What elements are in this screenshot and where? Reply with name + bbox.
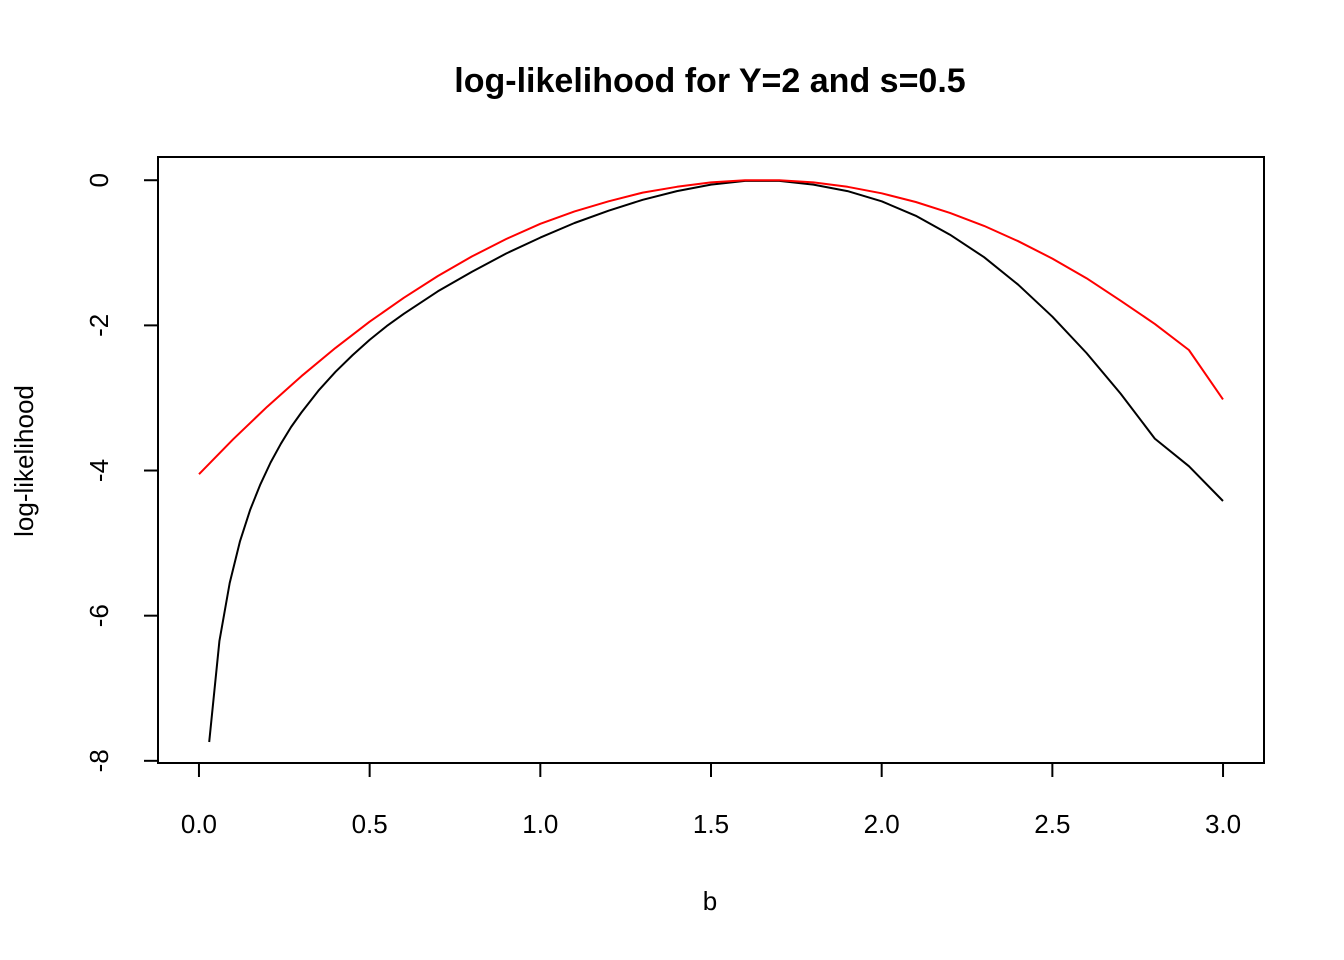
x-tick-label: 1.0 xyxy=(522,809,558,839)
y-tick-label: 0 xyxy=(84,173,114,187)
x-tick-label: 0.0 xyxy=(181,809,217,839)
x-tick-label: 2.5 xyxy=(1034,809,1070,839)
x-axis-label: b xyxy=(703,886,717,916)
y-tick-label: -4 xyxy=(84,459,114,482)
series-line-1 xyxy=(208,179,1224,743)
series-line-2 xyxy=(198,179,1224,475)
chart-title: log-likelihood for Y=2 and s=0.5 xyxy=(454,62,965,100)
x-tick-label: 2.0 xyxy=(864,809,900,839)
x-tick-label: 0.5 xyxy=(352,809,388,839)
plot-frame xyxy=(157,156,1265,764)
y-tick-label: -2 xyxy=(84,314,114,337)
x-tick-label: 1.5 xyxy=(693,809,729,839)
y-axis: 0 -2 -4 -6 -8 xyxy=(84,173,159,772)
y-tick-label: -8 xyxy=(84,749,114,772)
x-tick-label: 3.0 xyxy=(1205,809,1241,839)
y-tick-label: -6 xyxy=(84,604,114,627)
y-axis-label: log-likelihood xyxy=(9,385,39,537)
series-layer xyxy=(198,179,1224,743)
x-axis: 0.0 0.5 1.0 1.5 2.0 2.5 3.0 xyxy=(181,762,1241,839)
